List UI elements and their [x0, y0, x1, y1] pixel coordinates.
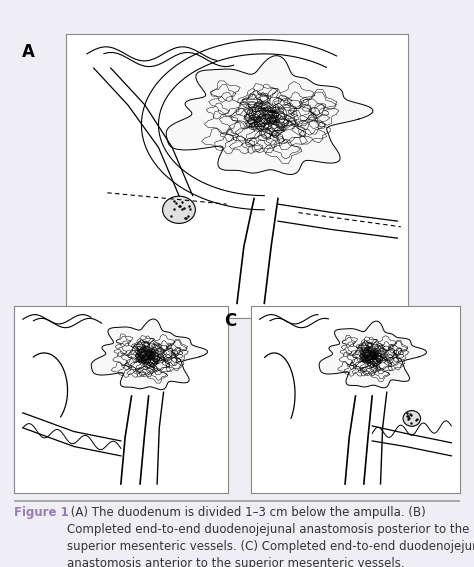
Text: A: A: [22, 43, 35, 61]
Circle shape: [403, 411, 420, 426]
Polygon shape: [319, 321, 427, 388]
Text: C: C: [224, 312, 237, 330]
Polygon shape: [91, 319, 208, 390]
Polygon shape: [166, 56, 373, 175]
Text: (A) The duodenum is divided 1–3 cm below the ampulla. (B)
Completed end-to-end d: (A) The duodenum is divided 1–3 cm below…: [67, 506, 474, 567]
Text: Figure 1: Figure 1: [14, 506, 69, 519]
Circle shape: [163, 196, 195, 223]
